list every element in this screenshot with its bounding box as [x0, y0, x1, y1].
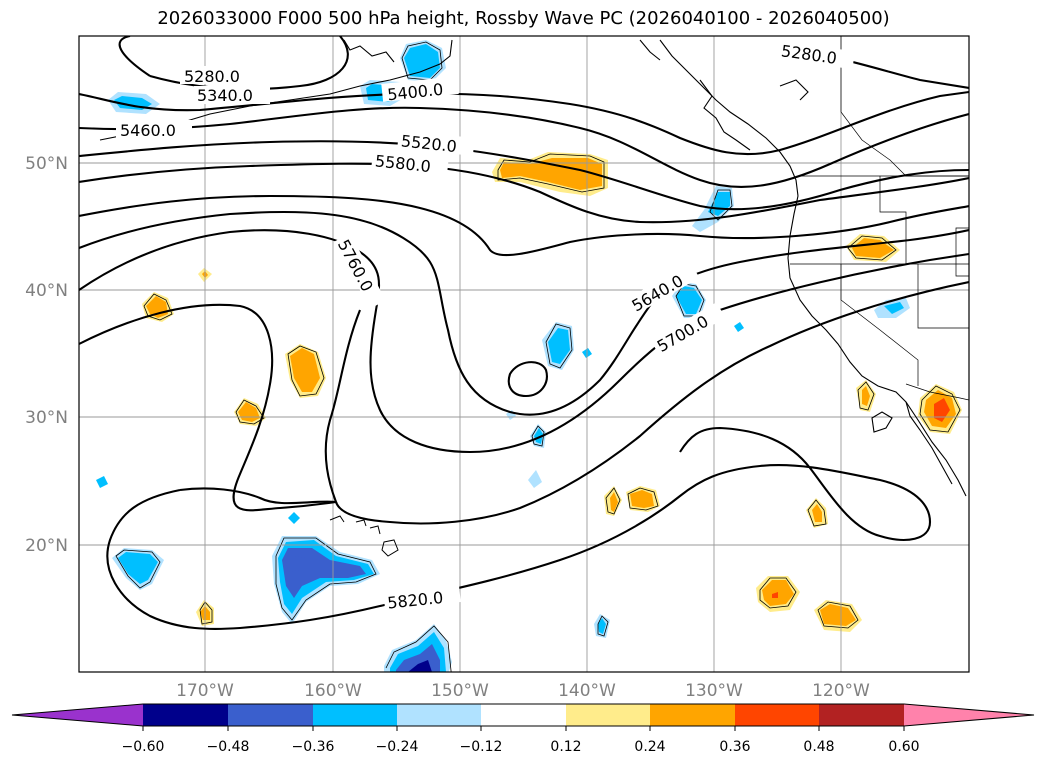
colorbar-swatch	[397, 704, 481, 726]
colorbar-swatch	[143, 704, 228, 726]
map-title: 2026033000 F000 500 hPa height, Rossby W…	[157, 8, 890, 29]
colorbar-max-extension	[904, 704, 1034, 726]
lon-label: 140°W	[558, 681, 616, 701]
colorbar: −0.60 −0.48 −0.36 −0.24 −0.12 0.12 0.24 …	[11, 703, 1035, 755]
anomaly-outlines	[115, 41, 961, 672]
colorbar-tick-label: −0.24	[376, 739, 419, 755]
colorbar-swatch	[650, 704, 735, 726]
latitude-axis: 50°N 40°N 30°N 20°N	[25, 154, 68, 556]
islands	[329, 515, 399, 557]
lon-label: 150°W	[431, 681, 489, 701]
colorbar-tick-label: −0.12	[460, 739, 503, 755]
contour-label: 5340.0	[197, 86, 253, 105]
colorbar-tick-label: 0.36	[719, 739, 750, 755]
longitude-axis: 170°W 160°W 150°W 140°W 130°W 120°W	[176, 681, 870, 701]
colorbar-swatch	[228, 704, 313, 726]
lat-label: 40°N	[25, 281, 68, 301]
lon-label: 130°W	[685, 681, 743, 701]
colorbar-swatch	[735, 704, 819, 726]
map-panel: 5280.0 5340.0 5400.0 5460.0 5520.0 5580.…	[79, 36, 969, 672]
coastlines	[99, 39, 967, 497]
lat-label: 50°N	[25, 154, 68, 174]
colorbar-tick-label: 0.60	[888, 739, 919, 755]
colorbar-tick-label: 0.12	[550, 739, 581, 755]
colorbar-swatch	[481, 704, 566, 726]
lat-label: 30°N	[25, 408, 68, 428]
colorbar-tick-label: 0.24	[634, 739, 665, 755]
colorbar-tick-label: −0.48	[207, 739, 250, 755]
lon-label: 170°W	[176, 681, 234, 701]
colorbar-min-extension	[12, 704, 143, 726]
lat-label: 20°N	[25, 536, 68, 556]
colorbar-tick-label: −0.36	[292, 739, 335, 755]
colorbar-swatch	[566, 704, 650, 726]
colorbar-swatch	[819, 704, 904, 726]
lon-label: 160°W	[304, 681, 362, 701]
lon-label: 120°W	[812, 681, 870, 701]
political-borders	[790, 36, 969, 401]
contour-label: 5280.0	[184, 67, 240, 86]
colorbar-swatch	[313, 704, 397, 726]
height-contours	[79, 36, 969, 630]
colorbar-tick-label: −0.60	[122, 739, 165, 755]
colorbar-tick-label: 0.48	[803, 739, 834, 755]
map-frame	[78, 35, 970, 673]
contour-label: 5460.0	[120, 121, 176, 140]
